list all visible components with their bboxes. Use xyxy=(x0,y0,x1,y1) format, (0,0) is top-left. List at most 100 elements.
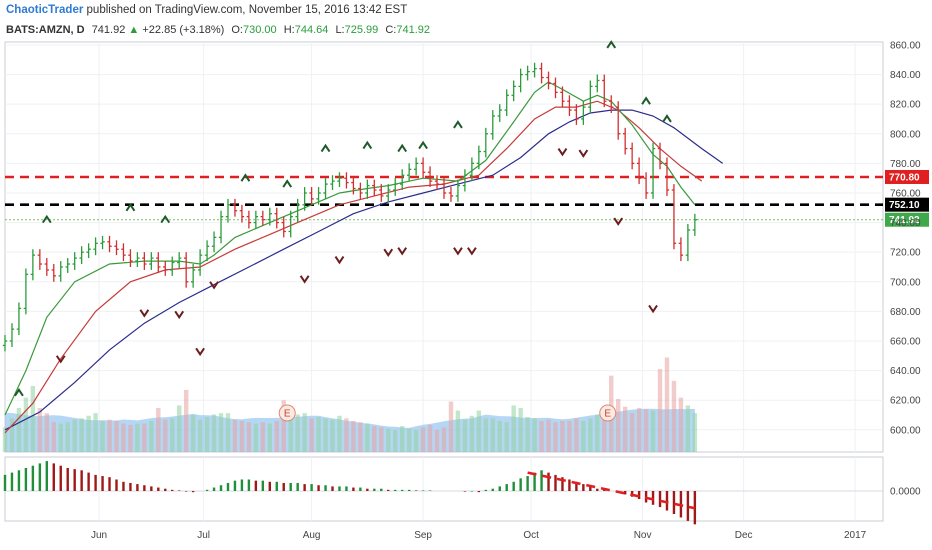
volume-bar xyxy=(295,414,300,452)
volume-bar xyxy=(511,405,516,452)
volume-bar xyxy=(121,423,126,452)
volume-bar xyxy=(232,419,238,452)
oscillator-y-label: 0.0000 xyxy=(890,487,921,498)
volume-bar xyxy=(406,428,412,452)
up-triangle-icon: ▲ xyxy=(128,24,140,36)
volume-bar xyxy=(413,430,419,452)
buy-chevron-icon xyxy=(662,114,672,123)
x-tick-label: Nov xyxy=(634,530,652,541)
buy-chevron-icon xyxy=(240,173,251,182)
volume-bar xyxy=(455,410,461,452)
volume-bar xyxy=(469,415,475,452)
volume-bar xyxy=(636,408,642,452)
volume-bar xyxy=(51,422,56,452)
volume-bar xyxy=(239,420,245,452)
y-tick-label: 680.00 xyxy=(890,307,921,318)
buy-chevron-icon xyxy=(160,214,171,224)
signal-arrows xyxy=(14,40,672,397)
volume-bar xyxy=(16,408,22,452)
volume-bar xyxy=(253,423,259,452)
volume-bar xyxy=(100,420,105,452)
volume-bar xyxy=(616,398,621,452)
buy-chevron-icon xyxy=(41,214,52,224)
x-axis[interactable]: Jun Jul Aug Sep Oct Nov Dec 2017 xyxy=(91,530,867,541)
volume-bar xyxy=(399,426,405,452)
volume-bar xyxy=(657,369,663,452)
volume-bar xyxy=(671,380,677,452)
volume-bar xyxy=(588,418,593,452)
buy-chevron-icon xyxy=(362,140,373,150)
volume-bar xyxy=(323,418,328,452)
volume-bar xyxy=(337,415,342,452)
volume-bar xyxy=(9,418,15,452)
sell-chevron-icon xyxy=(453,247,463,256)
x-tick-label: Aug xyxy=(303,530,321,541)
sell-chevron-icon xyxy=(139,309,150,318)
sell-chevron-icon xyxy=(209,281,219,290)
volume-bar xyxy=(427,424,433,452)
volume-series xyxy=(2,357,698,452)
volume-bar xyxy=(532,418,537,452)
close-value: 741.92 xyxy=(396,24,430,36)
volume-bar xyxy=(490,418,495,452)
sell-chevron-icon xyxy=(613,217,624,226)
buy-chevron-icon xyxy=(320,143,331,153)
x-tick-label: Oct xyxy=(523,530,539,541)
oscillator-trend-line xyxy=(527,471,696,510)
volume-bar xyxy=(539,420,544,452)
volume-bar xyxy=(372,426,377,452)
y-tick-label: 640.00 xyxy=(890,366,921,377)
author-link[interactable]: ChaoticTrader xyxy=(6,4,84,16)
volume-bar xyxy=(664,357,670,452)
volume-bar xyxy=(128,424,133,452)
volume-bar xyxy=(393,430,398,452)
volume-bar xyxy=(211,414,217,452)
volume-bar xyxy=(420,427,426,452)
volume-bar xyxy=(2,427,8,452)
close-label: C: xyxy=(385,24,397,36)
volume-bar xyxy=(643,409,649,452)
y-tick-label: 740.00 xyxy=(890,218,921,229)
sell-chevron-icon xyxy=(299,275,310,284)
y-tick-label: 800.00 xyxy=(890,129,921,140)
buy-chevron-icon xyxy=(641,96,651,105)
symbol-label[interactable]: BATS:AMZN, D xyxy=(6,24,85,36)
volume-bar xyxy=(274,420,279,452)
sell-chevron-icon xyxy=(557,147,568,157)
volume-bar xyxy=(316,417,321,452)
volume-bar xyxy=(190,414,196,452)
volume-bar xyxy=(23,397,29,452)
volume-bar xyxy=(170,418,175,452)
low-value: 725.99 xyxy=(344,24,379,36)
volume-bar xyxy=(93,413,98,452)
earnings-marker-label: E xyxy=(604,409,611,420)
horizontal-levels: 770.80 752.10 741.92 xyxy=(5,169,929,227)
grid xyxy=(4,41,884,522)
volume-bar xyxy=(525,417,530,452)
level-tag-label: 770.80 xyxy=(889,172,920,183)
volume-bar xyxy=(448,401,454,452)
published-text: published on TradingView.com, November 1… xyxy=(86,4,408,16)
y-axis[interactable]: 860.00 840.00 820.00 800.00 780.00 760.00 740.… xyxy=(890,40,921,497)
buy-chevron-icon xyxy=(14,387,24,397)
volume-bar xyxy=(156,408,161,452)
level-tag-label: 741.92 xyxy=(889,215,920,226)
y-tick-label: 620.00 xyxy=(890,396,921,407)
volume-bar xyxy=(246,422,252,452)
ema-slow-line xyxy=(4,109,724,431)
level-tag-bg xyxy=(885,212,929,227)
x-tick-label: 2017 xyxy=(844,530,867,541)
volume-bar xyxy=(692,413,698,452)
buy-chevron-icon xyxy=(125,202,136,212)
open-value: 730.00 xyxy=(243,24,277,36)
volume-bar xyxy=(685,405,691,452)
volume-bar xyxy=(476,410,482,452)
x-tick-label: Dec xyxy=(735,530,753,541)
volume-bar xyxy=(622,406,628,452)
volume-bar xyxy=(351,420,356,452)
volume-bar xyxy=(107,419,112,452)
volume-bar xyxy=(504,422,509,452)
volume-bar xyxy=(518,408,523,452)
